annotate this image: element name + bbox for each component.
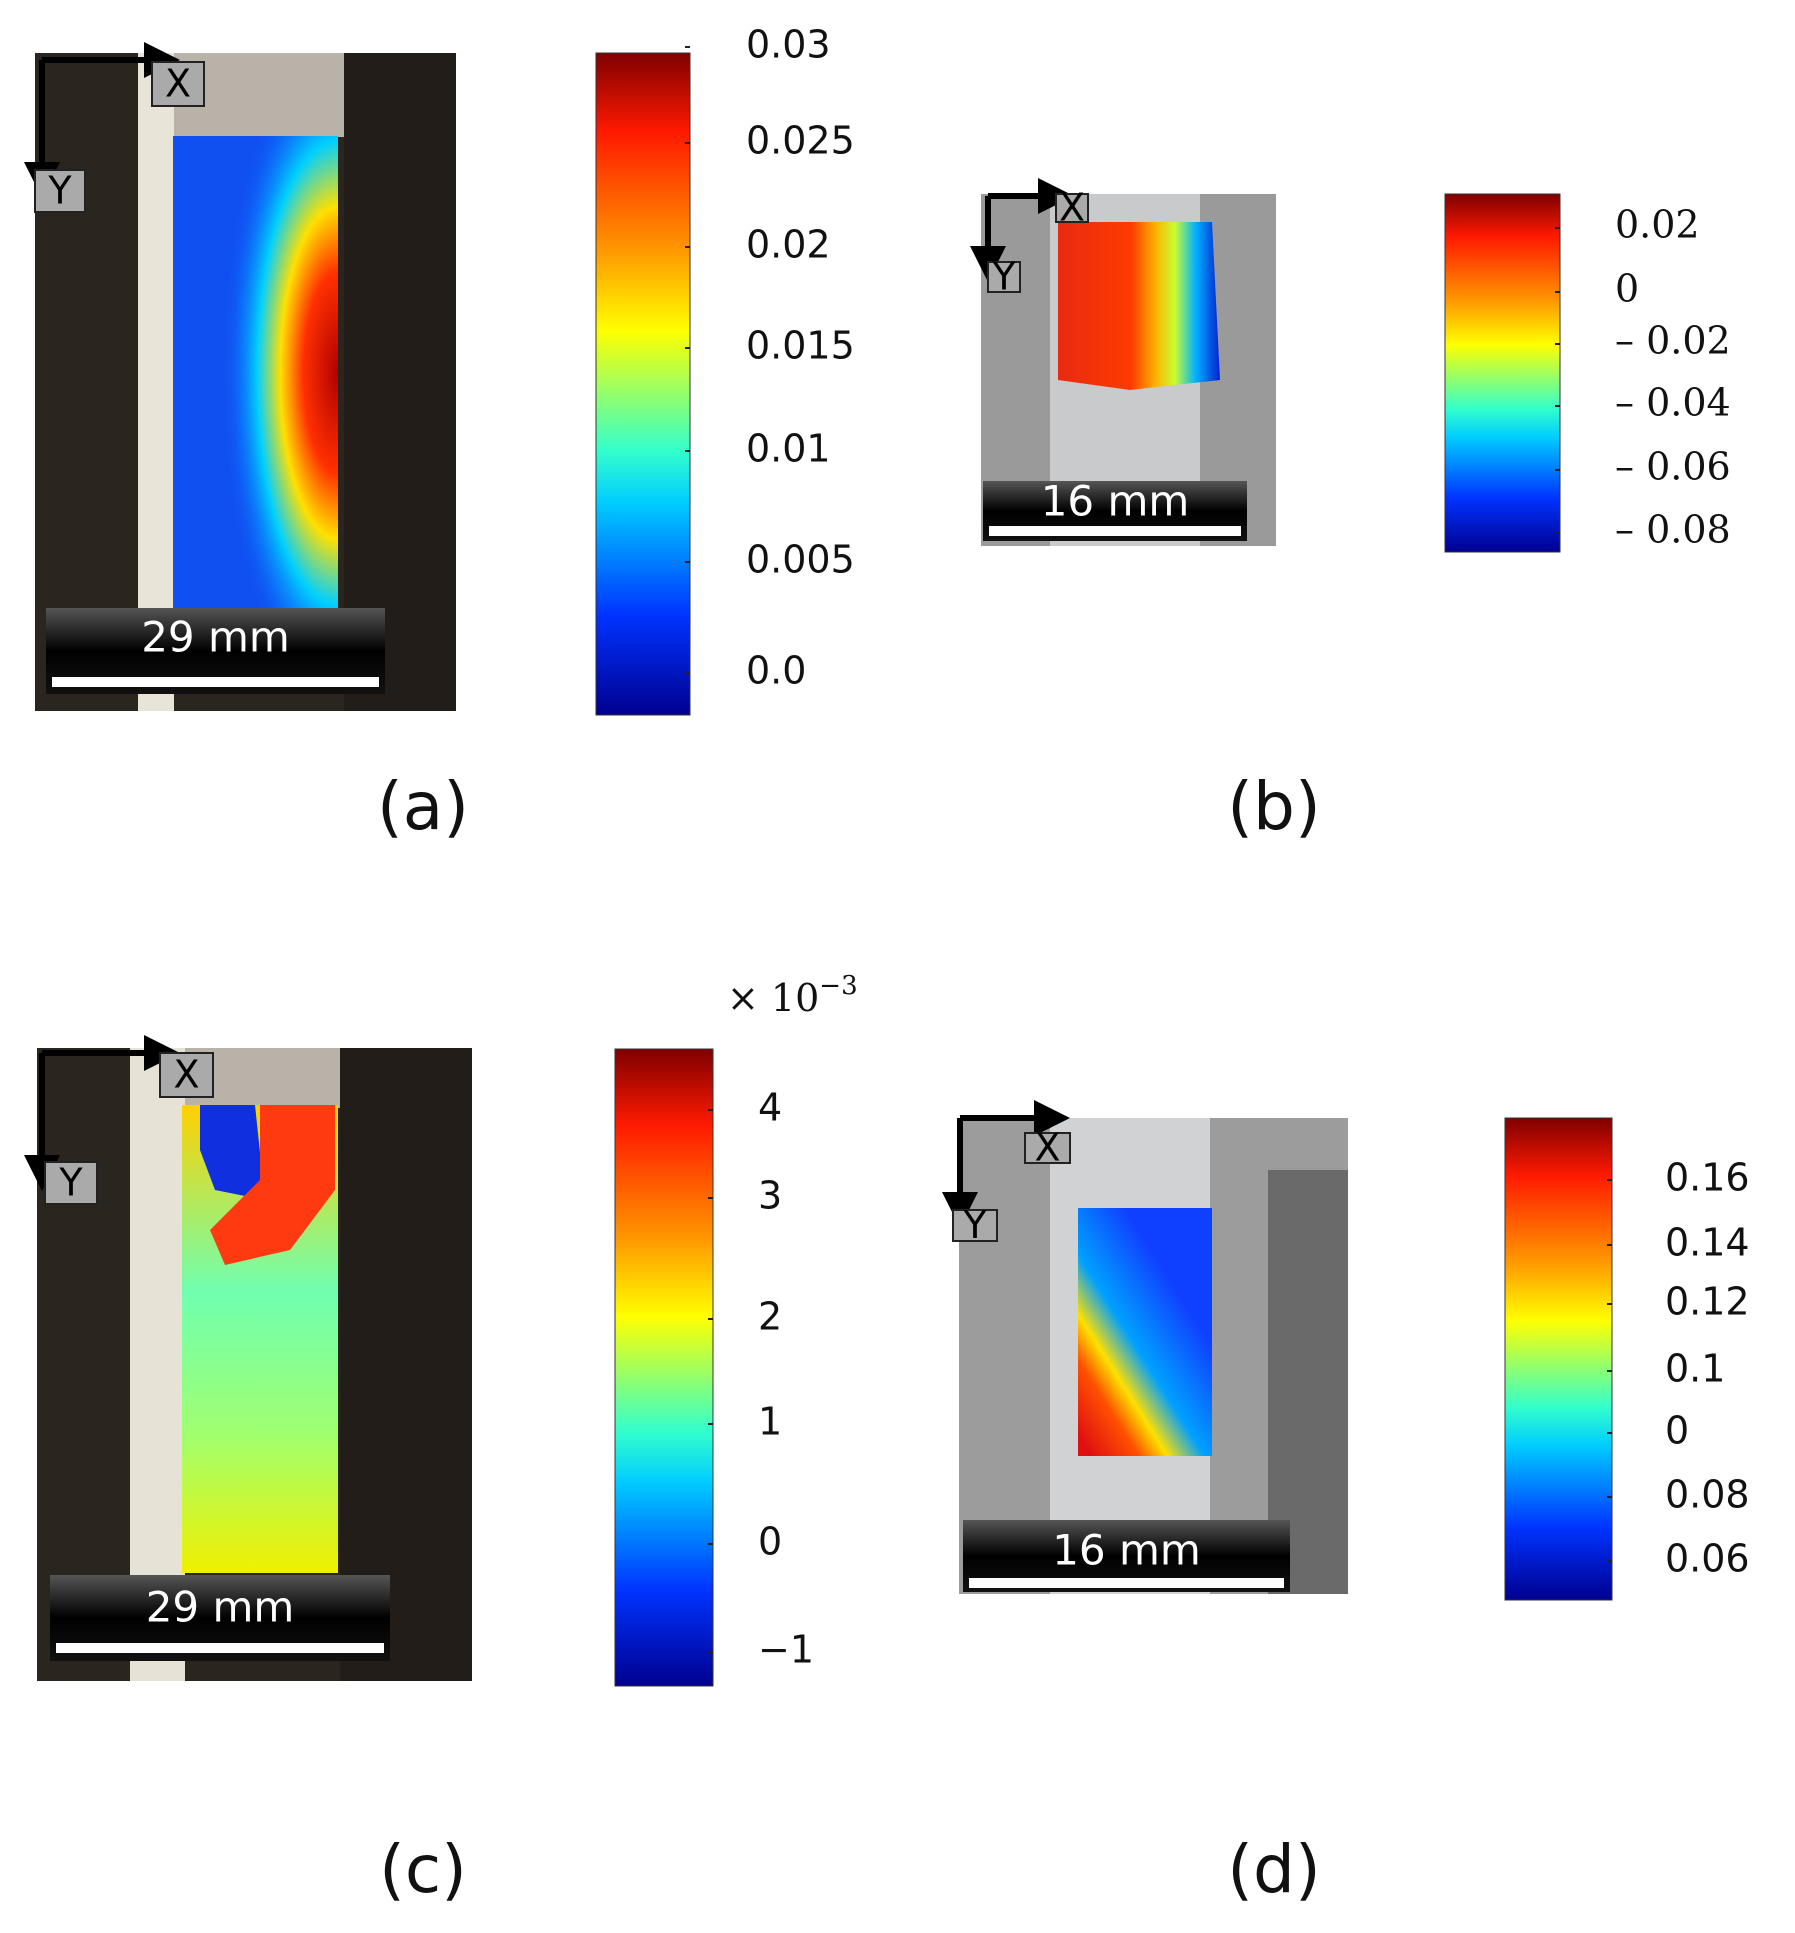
colorbar-tick-label: 0 — [1615, 267, 1639, 311]
colorbar-tick-label: 0.12 — [1665, 1280, 1750, 1324]
colorbar-tick-label: 0.16 — [1665, 1156, 1750, 1200]
colorbar-tick-label: 0.025 — [746, 119, 855, 163]
colorbar-tick-label: 1 — [758, 1400, 782, 1444]
scale-bar-label: 16 mm — [1052, 1526, 1201, 1575]
scale-bar-label: 29 mm — [141, 613, 290, 662]
colorbar-tick-label: 0.14 — [1665, 1221, 1750, 1265]
colorbar-tick-label: 0 — [1665, 1409, 1689, 1453]
y-axis-label: Y — [58, 1161, 83, 1205]
multiplier: × 10−3 — [727, 971, 858, 1020]
colorbar-tick-label: – 0.06 — [1615, 445, 1731, 489]
x-axis-box — [159, 1052, 214, 1098]
colorbar-tick-label: – 0.02 — [1615, 319, 1731, 363]
panel-label: (b) — [1227, 768, 1320, 845]
x-axis-box — [151, 61, 205, 107]
colorbar-tick-label: 0.0 — [746, 649, 806, 693]
colorbar-tick-label: 0.005 — [746, 538, 855, 582]
colorbar-tick-label: 0.06 — [1665, 1537, 1750, 1581]
y-axis-box — [987, 261, 1021, 293]
colorbar-tick-label: 4 — [758, 1086, 782, 1130]
panel-label: (a) — [377, 768, 469, 845]
colorbar-tick-label: 0.02 — [1615, 203, 1700, 247]
y-axis-box — [952, 1209, 998, 1242]
colorbar-tick-label: 0 — [758, 1520, 782, 1564]
panel-label: (c) — [379, 1831, 467, 1908]
colorbar — [614, 1048, 714, 1687]
y-axis-box — [34, 169, 86, 213]
y-axis-label: Y — [962, 1203, 987, 1247]
x-axis-label: X — [165, 62, 191, 106]
colorbar — [1504, 1117, 1613, 1601]
y-axis-label: Y — [47, 169, 72, 213]
y-axis-box — [44, 1161, 98, 1205]
colorbar-tick-label: 0.02 — [746, 223, 831, 267]
colorbar-tick-label: 0.015 — [746, 324, 855, 368]
colorbar-tick-label: −1 — [758, 1628, 814, 1672]
colorbar-tick-label: – 0.04 — [1615, 381, 1731, 425]
y-axis-label: Y — [991, 255, 1016, 299]
x-axis-label: X — [173, 1053, 199, 1097]
x-axis-box — [1024, 1132, 1071, 1164]
scale-bar-label: 16 mm — [1041, 477, 1190, 526]
colorbar-tick-label: 0.03 — [746, 23, 831, 67]
colorbar-tick-label: 0.1 — [1665, 1347, 1725, 1391]
colorbar-tick-label: 2 — [758, 1295, 782, 1339]
colorbar-tick-label: 0.08 — [1665, 1473, 1750, 1517]
panel-label: (d) — [1227, 1831, 1320, 1908]
colorbar — [1444, 193, 1561, 553]
photo-a — [35, 53, 456, 711]
colorbar-tick-label: 3 — [758, 1174, 782, 1218]
colorbar-tick-label: – 0.08 — [1615, 508, 1731, 552]
colorbar — [595, 52, 691, 716]
x-axis-label: X — [1034, 1126, 1060, 1170]
x-axis-label: X — [1059, 186, 1085, 230]
colorbar-tick-label: 0.01 — [746, 427, 831, 471]
x-axis-box — [1055, 193, 1089, 223]
scale-bar-label: 29 mm — [146, 1583, 295, 1632]
